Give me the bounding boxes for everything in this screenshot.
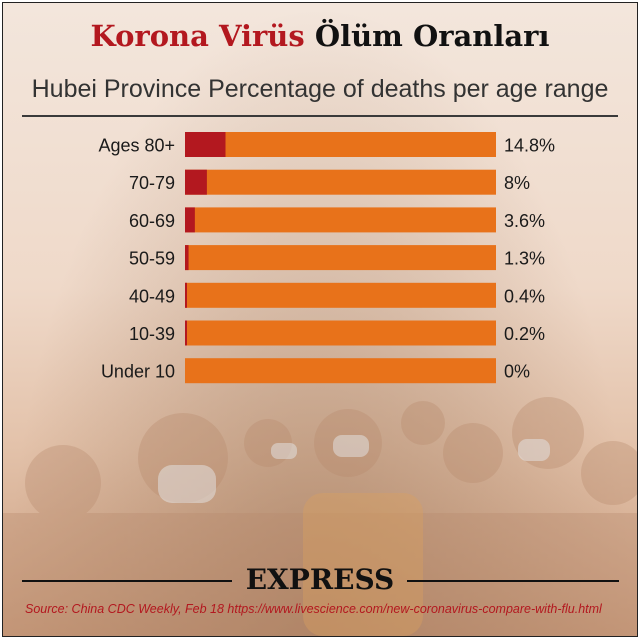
bar-value [185, 132, 226, 157]
data-label: 0% [504, 362, 530, 382]
category-label: 50-59 [129, 249, 175, 269]
category-label: Under 10 [101, 362, 175, 382]
bar-track [185, 132, 496, 157]
bar-value [185, 169, 207, 195]
category-label: 70-79 [129, 173, 175, 193]
bar-track [185, 245, 496, 271]
chart-subtitle: Hubei Province Percentage of deaths per … [31, 75, 609, 103]
category-label: 40-49 [129, 286, 175, 306]
category-label: 60-69 [129, 211, 175, 231]
footer-divider-left [22, 580, 232, 582]
category-label: 10-39 [129, 324, 175, 344]
data-label: 14.8% [504, 136, 555, 156]
bar-value [185, 245, 189, 271]
source-note: Source: China CDC Weekly, Feb 18 https:/… [25, 602, 602, 616]
bar-track [185, 207, 496, 233]
bar-track [185, 320, 496, 346]
title-main: Ölüm Oranları [314, 19, 550, 53]
data-label: 3.6% [504, 211, 545, 231]
background-crowd-photo [3, 3, 637, 636]
bar-track [185, 169, 496, 195]
bar-value [185, 282, 187, 308]
data-label: 0.4% [504, 286, 545, 306]
data-label: 8% [504, 173, 530, 193]
page-title: Korona Virüs Ölüm Oranları [3, 19, 637, 53]
header-divider [22, 115, 618, 117]
bar-value [185, 207, 195, 233]
bar-track [185, 358, 496, 384]
footer-divider-right [407, 580, 619, 582]
data-label: 0.2% [504, 324, 545, 344]
publisher-logo: EXPRESS [245, 563, 395, 596]
death-rate-bar-chart: Ages 80+ 14.8% 70-79 8% 60-69 3.6% 50-59 1.3% 40… [98, 132, 555, 384]
crowd-silhouettes [3, 397, 637, 636]
category-label: Ages 80+ [98, 136, 175, 156]
bar-value [185, 320, 187, 346]
bar-track [185, 282, 496, 308]
title-accent: Korona Virüs [90, 19, 305, 53]
data-label: 1.3% [504, 249, 545, 269]
